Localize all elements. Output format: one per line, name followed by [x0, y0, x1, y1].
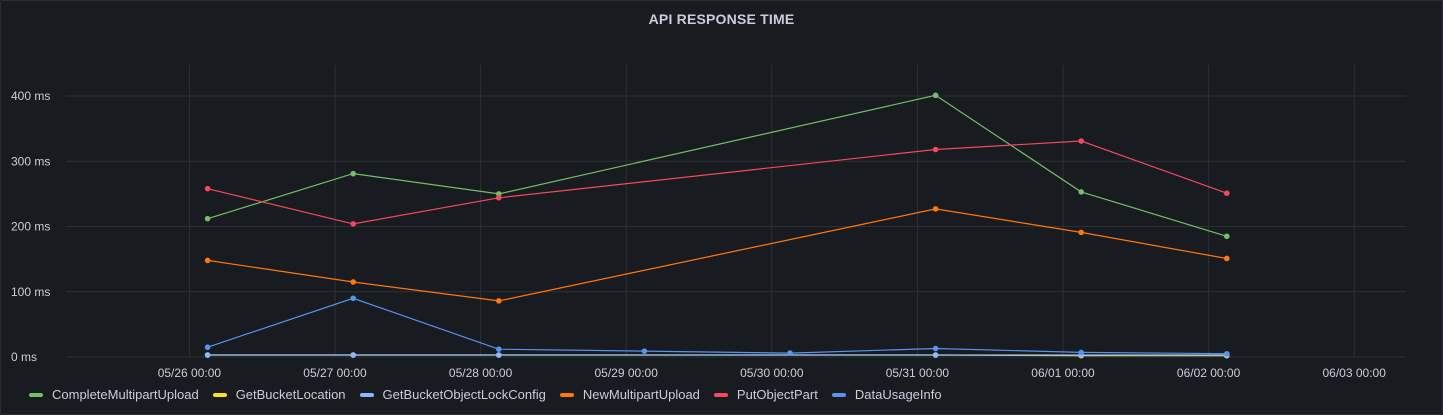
data-point[interactable] — [1224, 350, 1230, 357]
data-point[interactable] — [204, 352, 211, 358]
legend-swatch — [831, 392, 846, 397]
grid — [66, 65, 1406, 358]
x-tick-label: 05/28 00:00 — [449, 366, 513, 380]
y-tick-label: 0 ms — [11, 350, 37, 364]
data-point[interactable] — [496, 194, 502, 201]
legend-item[interactable]: GetBucketLocation — [212, 387, 346, 402]
data-point[interactable] — [787, 350, 793, 356]
data-point[interactable] — [932, 146, 939, 153]
x-tick-label: 06/02 00:00 — [1177, 366, 1241, 380]
data-point[interactable] — [1078, 189, 1084, 195]
data-point[interactable] — [932, 206, 939, 212]
y-tick-label: 300 ms — [11, 154, 50, 168]
data-point[interactable] — [350, 352, 357, 358]
series-line[interactable] — [207, 94, 1227, 237]
x-tick-label: 05/27 00:00 — [303, 366, 367, 380]
legend-label: GetBucketObjectLockConfig — [382, 387, 546, 402]
legend-swatch — [212, 392, 227, 397]
y-tick-label: 200 ms — [11, 220, 50, 234]
data-point[interactable] — [496, 298, 502, 304]
legend-label: GetBucketLocation — [235, 387, 346, 402]
data-point[interactable] — [1224, 255, 1230, 262]
data-point[interactable] — [350, 279, 357, 285]
data-point[interactable] — [350, 221, 357, 227]
x-tick-label: 05/26 00:00 — [158, 366, 222, 380]
data-point[interactable] — [496, 352, 502, 358]
data-point[interactable] — [204, 344, 211, 351]
data-point[interactable] — [641, 348, 648, 354]
y-tick-label: 100 ms — [11, 285, 50, 299]
data-point[interactable] — [204, 257, 211, 264]
legend-label: PutObjectPart — [736, 387, 818, 402]
series-DataUsageInfo[interactable] — [204, 295, 1230, 357]
legend-item[interactable]: NewMultipartUpload — [559, 387, 700, 402]
data-point[interactable] — [932, 352, 939, 358]
legend-label: CompleteMultipartUpload — [52, 387, 199, 402]
legend-label: DataUsageInfo — [854, 387, 942, 402]
series-line[interactable] — [207, 208, 1227, 302]
data-point[interactable] — [1078, 229, 1084, 236]
y-tick-label: 400 ms — [11, 89, 50, 103]
series-CompleteMultipartUpload[interactable] — [204, 92, 1230, 240]
series-NewMultipartUpload[interactable] — [204, 206, 1230, 304]
legend-swatch — [359, 392, 374, 397]
legend-item[interactable]: GetBucketObjectLockConfig — [359, 387, 546, 402]
data-point[interactable] — [1224, 190, 1230, 197]
series-PutObjectPart[interactable] — [204, 138, 1230, 227]
data-point[interactable] — [204, 185, 211, 192]
legend-item[interactable]: CompleteMultipartUpload — [29, 387, 199, 402]
data-point[interactable] — [1078, 138, 1084, 144]
data-point[interactable] — [1224, 233, 1230, 240]
data-point[interactable] — [350, 295, 357, 302]
series-line[interactable] — [207, 140, 1228, 225]
legend: CompleteMultipartUpload GetBucketLocation… — [29, 387, 956, 402]
data-point[interactable] — [204, 215, 211, 222]
legend-swatch — [713, 392, 728, 397]
x-tick-label: 06/03 00:00 — [1322, 366, 1386, 380]
legend-swatch — [559, 392, 574, 397]
data-point[interactable] — [350, 170, 357, 177]
axes: 0 ms 100 ms 200 ms 300 ms 400 ms 05/26 00:00 0… — [11, 89, 1386, 380]
x-tick-label: 05/29 00:00 — [594, 366, 658, 380]
legend-item[interactable]: DataUsageInfo — [831, 387, 942, 402]
data-point[interactable] — [932, 345, 939, 352]
data-point[interactable] — [1078, 349, 1084, 356]
data-point[interactable] — [496, 191, 502, 197]
data-point[interactable] — [496, 346, 502, 352]
legend-label: NewMultipartUpload — [582, 387, 700, 402]
panel-title[interactable]: API RESPONSE TIME — [648, 11, 795, 27]
x-tick-label: 06/01 00:00 — [1031, 366, 1095, 380]
x-tick-label: 05/31 00:00 — [886, 366, 950, 380]
series-line[interactable] — [207, 297, 1227, 355]
x-tick-label: 05/30 00:00 — [740, 366, 804, 380]
legend-item[interactable]: PutObjectPart — [713, 387, 818, 402]
legend-swatch — [29, 392, 43, 397]
series — [204, 92, 1230, 359]
data-point[interactable] — [932, 92, 939, 99]
